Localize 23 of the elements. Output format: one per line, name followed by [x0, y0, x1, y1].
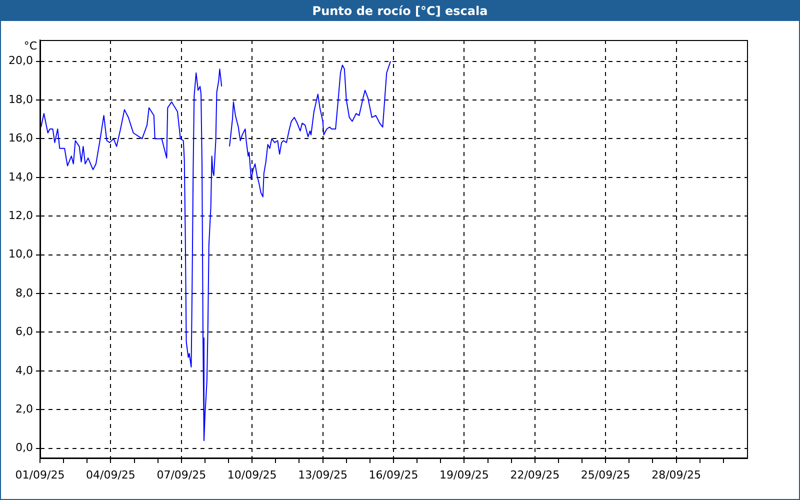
chart-title: Punto de rocío [°C] escala — [1, 1, 799, 21]
y-axis-title: °C — [24, 39, 38, 52]
x-tick-label: 04/09/25 — [86, 468, 136, 482]
y-tick-label: 8,0 — [16, 286, 33, 300]
y-tick-label: 6,0 — [16, 325, 33, 338]
y-tick-label: 12,0 — [8, 208, 33, 222]
y-tick-label: 10,0 — [8, 248, 33, 261]
x-tick-label: 10/09/25 — [227, 468, 277, 482]
x-tick-label: 22/09/25 — [510, 468, 560, 482]
x-tick-label: 19/09/25 — [439, 468, 489, 482]
y-tick-label: 18,0 — [8, 92, 33, 106]
y-tick-label: 14,0 — [8, 170, 33, 184]
y-tick-label: 4,0 — [16, 364, 33, 377]
x-tick-label: 13/09/25 — [298, 468, 348, 482]
y-tick-label: 20,0 — [8, 54, 33, 68]
x-tick-label: 16/09/25 — [368, 468, 418, 482]
y-tick-label: 0,0 — [16, 441, 33, 454]
x-tick-label: 25/09/25 — [580, 468, 630, 482]
x-tick-label: 28/09/25 — [652, 468, 702, 482]
x-tick-label: 01/09/25 — [15, 468, 65, 482]
x-tick-label: 07/09/25 — [156, 468, 206, 482]
y-tick-label: 2,0 — [16, 402, 33, 416]
y-tick-label: 16,0 — [8, 132, 33, 145]
